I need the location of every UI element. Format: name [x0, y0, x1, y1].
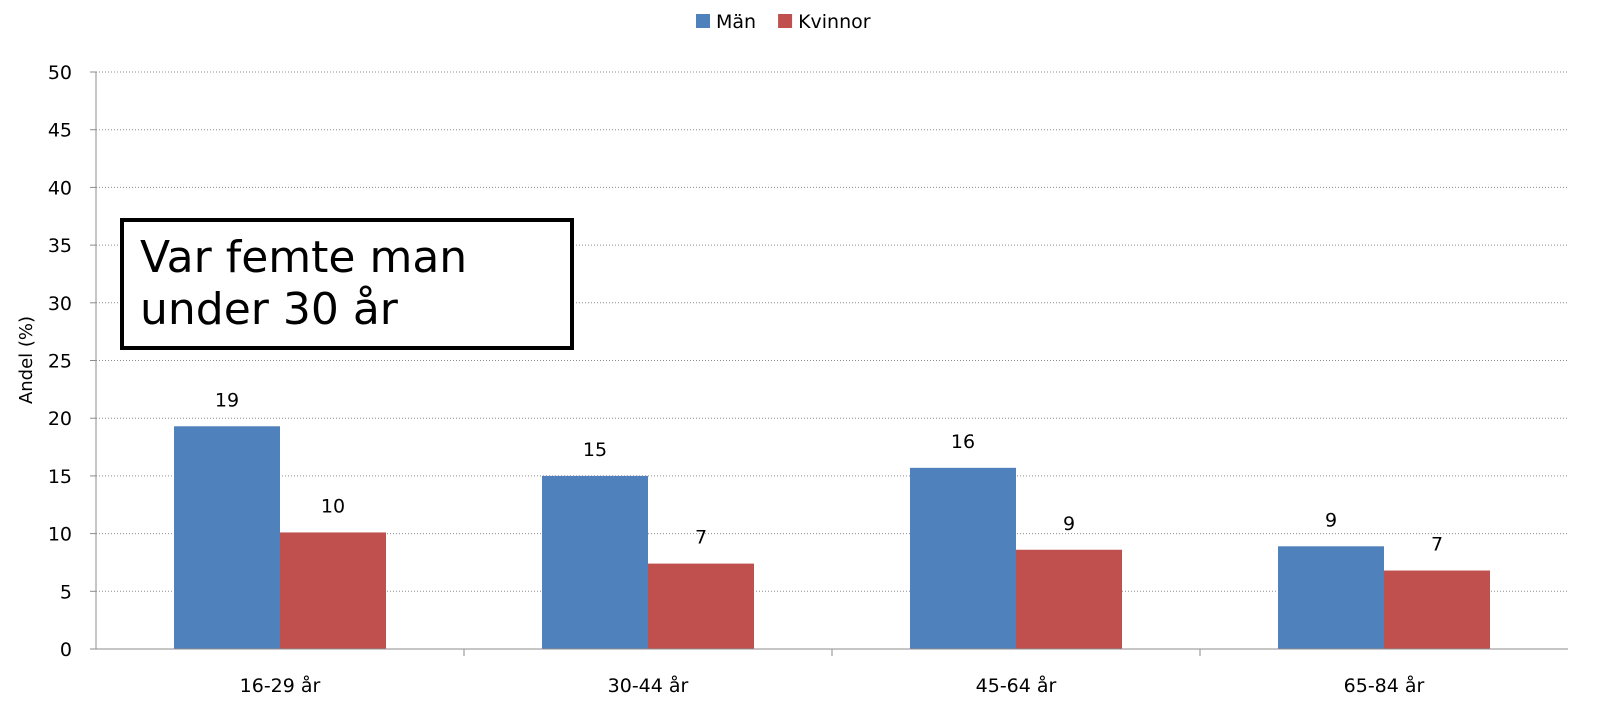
y-axis-title: Andel (%)	[16, 316, 37, 404]
gridlines	[96, 71, 1568, 592]
data-labels: 19 10 15 7 16 9 9 7	[215, 389, 1443, 555]
x-tick-label: 45-64 år	[976, 674, 1057, 697]
y-tick-label: 35	[48, 235, 72, 257]
y-tick-label: 15	[48, 466, 72, 488]
y-tick-label: 5	[60, 581, 72, 603]
y-tick-label: 30	[48, 293, 72, 315]
y-tick-label: 10	[48, 524, 72, 546]
legend: Män Kvinnor	[696, 11, 871, 33]
data-label: 9	[1063, 513, 1075, 535]
y-tick-label: 45	[48, 120, 72, 142]
legend-swatch	[778, 14, 793, 28]
legend-swatch	[696, 14, 710, 28]
bar	[1278, 546, 1384, 649]
bars	[174, 426, 1490, 649]
data-label: 15	[583, 439, 607, 461]
y-tick-label: 40	[48, 177, 72, 199]
x-axis-ticks: 16-29 år 30-44 år 45-64 år 65-84 år	[240, 649, 1425, 697]
data-label: 7	[695, 527, 707, 549]
legend-label: Kvinnor	[798, 11, 871, 33]
x-tick-label: 30-44 år	[608, 674, 689, 697]
annotation-box: Var femte man under 30 år	[120, 218, 574, 350]
bar	[280, 532, 386, 649]
bar	[542, 475, 648, 649]
data-label: 7	[1431, 534, 1443, 556]
y-tick-label: 25	[48, 351, 72, 373]
data-label: 9	[1325, 509, 1337, 531]
y-axis-ticks: 0 5 10 15 20 25 30 35 40 45 50	[48, 62, 96, 661]
y-tick-label: 20	[48, 408, 72, 430]
bar	[1384, 570, 1490, 649]
x-tick-label: 65-84 år	[1344, 674, 1425, 697]
bar	[1016, 549, 1122, 649]
data-label: 16	[951, 431, 975, 453]
data-label: 10	[321, 495, 345, 517]
y-tick-label: 50	[48, 62, 72, 84]
axes	[95, 72, 1568, 650]
bar	[910, 467, 1016, 649]
legend-label: Män	[716, 11, 756, 33]
x-tick-label: 16-29 år	[240, 674, 321, 697]
bar	[648, 563, 754, 649]
y-tick-label: 0	[60, 639, 72, 661]
bar	[174, 426, 280, 649]
data-label: 19	[215, 389, 239, 411]
